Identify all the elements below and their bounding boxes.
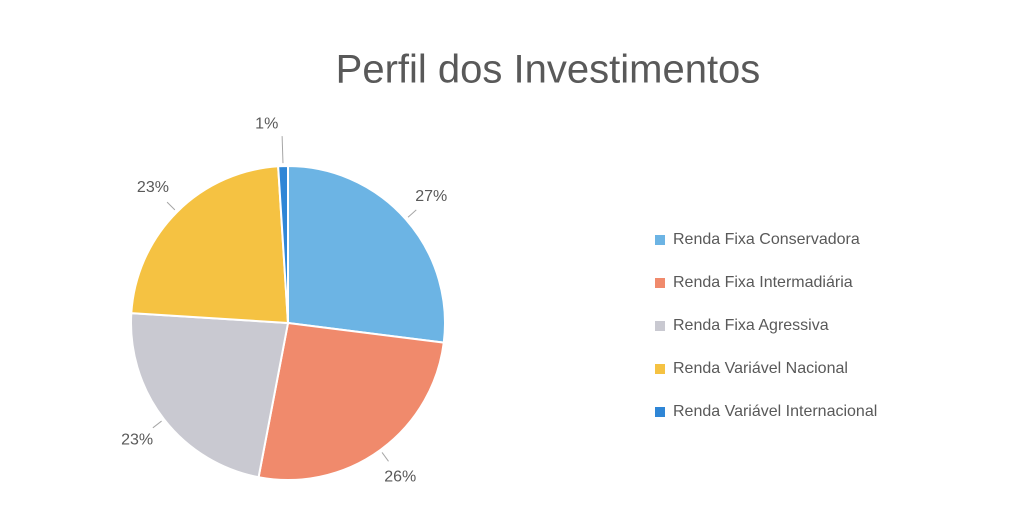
legend-swatch	[655, 364, 665, 374]
data-label: 27%	[415, 188, 447, 205]
legend-label: Renda Fixa Intermadiária	[673, 274, 853, 291]
legend-swatch	[655, 407, 665, 417]
chart-title: Perfil dos Investimentos	[336, 48, 761, 92]
data-label: 1%	[255, 115, 278, 132]
legend-label: Renda Variável Nacional	[673, 360, 848, 377]
leader-line	[166, 201, 176, 211]
pie-slice	[257, 321, 445, 481]
leader-line	[281, 136, 284, 164]
pie-slice	[277, 164, 289, 324]
legend-label: Renda Fixa Agressiva	[673, 317, 829, 334]
data-label: 26%	[384, 469, 416, 486]
legend-swatch	[655, 321, 665, 331]
pie-slice	[130, 165, 290, 325]
pie-slice	[287, 164, 446, 344]
legend-label: Renda Fixa Conservadora	[673, 231, 860, 248]
data-label: 23%	[121, 431, 153, 448]
legend-label: Renda Variável Internacional	[673, 403, 877, 420]
legend-swatch	[655, 235, 665, 245]
leader-line	[152, 420, 162, 429]
pie-slice	[130, 312, 290, 479]
legend-swatch	[655, 278, 665, 288]
leader-line	[407, 209, 417, 218]
data-label: 23%	[137, 179, 169, 196]
leader-line	[381, 452, 389, 462]
